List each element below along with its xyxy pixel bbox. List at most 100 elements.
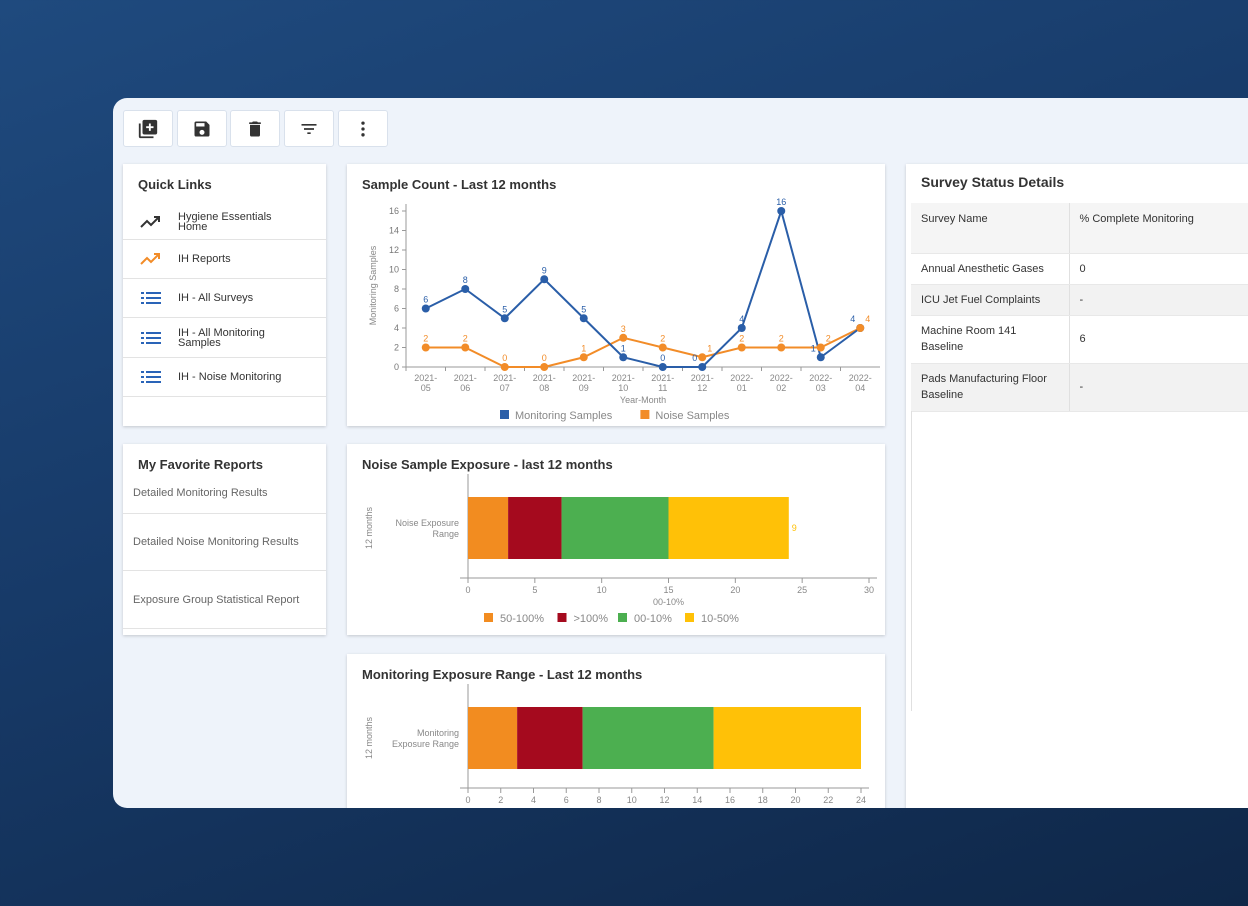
data-label: 0 — [692, 353, 697, 363]
y-tick-label: 4 — [394, 323, 399, 333]
favorite-report-label: Detailed Monitoring Results — [133, 486, 268, 499]
quick-link[interactable]: IH Reports — [123, 240, 326, 279]
data-label: 2 — [423, 334, 428, 344]
table-row[interactable]: Annual Anesthetic Gases 0 — [911, 253, 1248, 285]
table-row[interactable]: Machine Room 141 Baseline 6 — [911, 315, 1248, 364]
bar-segment — [517, 707, 583, 769]
more-button[interactable] — [338, 110, 388, 147]
x-tick-label: 24 — [856, 795, 866, 805]
category-label: Noise Exposure — [395, 518, 459, 528]
favorite-report-link[interactable]: Detailed Monitoring Results — [123, 472, 326, 514]
bar-segment — [713, 707, 861, 769]
bar-segment — [468, 707, 518, 769]
data-point — [816, 353, 825, 362]
column-header-survey-name[interactable]: Survey Name — [911, 203, 1070, 254]
x-tick-label: 2022- — [770, 373, 793, 383]
data-point — [540, 275, 549, 284]
data-label: 4 — [865, 314, 870, 324]
x-tick-label: 0 — [465, 795, 470, 805]
x-tick-label: 02 — [776, 383, 786, 393]
delete-button[interactable] — [230, 110, 280, 147]
data-label: 2 — [463, 334, 468, 344]
y-axis-label: 12 months — [364, 716, 374, 759]
x-tick-label: 18 — [758, 795, 768, 805]
x-axis-label: Year-Month — [620, 395, 666, 405]
quick-link[interactable]: Hygiene Essentials Home — [123, 204, 326, 240]
favorite-report-link[interactable]: Exposure Group Statistical Report — [123, 571, 326, 629]
list-icon — [123, 291, 178, 305]
quick-link[interactable]: IH - All Monitoring Samples — [123, 318, 326, 358]
y-tick-label: 10 — [389, 265, 399, 275]
legend-swatch — [484, 613, 493, 622]
data-point — [737, 324, 746, 332]
data-label: 0 — [660, 353, 665, 363]
legend-label: 50-100% — [500, 613, 544, 625]
data-point — [461, 343, 470, 352]
data-point — [579, 314, 588, 323]
chart-title: Noise Sample Exposure - last 12 months — [362, 457, 613, 472]
x-tick-label: 2021- — [493, 373, 516, 383]
table-row[interactable]: Pads Manufacturing Floor Baseline - — [911, 363, 1248, 412]
data-point — [698, 353, 707, 362]
more-vertical-icon — [353, 119, 373, 139]
quick-link[interactable]: IH - All Surveys — [123, 279, 326, 318]
survey-name-cell: ICU Jet Fuel Complaints — [911, 284, 1070, 316]
data-label: 0 — [502, 353, 507, 363]
x-tick-label: 2022- — [849, 373, 872, 383]
data-label: 9 — [792, 523, 797, 533]
complete-monitoring-cell: - — [1069, 284, 1248, 316]
add-button[interactable] — [123, 110, 173, 147]
legend-label: 10-50% — [701, 613, 739, 625]
x-axis-label: 00-10% — [653, 597, 684, 607]
legend-swatch — [640, 410, 650, 419]
complete-monitoring-cell: 6 — [1069, 315, 1248, 364]
column-header-complete-monitoring[interactable]: % Complete Monitoring — [1069, 203, 1248, 254]
legend-swatch — [685, 613, 694, 622]
data-label: 1 — [707, 343, 712, 353]
table-row[interactable]: ICU Jet Fuel Complaints - — [911, 284, 1248, 316]
bar-segment — [668, 497, 789, 559]
favorite-report-link[interactable]: Detailed Noise Monitoring Results — [123, 514, 326, 571]
x-tick-label: 12 — [659, 795, 669, 805]
bar-segment — [508, 497, 562, 559]
monitoring-exposure-chart-card: Monitoring Exposure Range - Last 12 mont… — [347, 654, 885, 808]
survey-status-table: Survey Name % Complete Monitoring Annual… — [911, 203, 1248, 412]
bar-segment — [561, 497, 669, 559]
data-label: 16 — [776, 197, 786, 207]
complete-monitoring-cell: 0 — [1069, 253, 1248, 285]
save-button[interactable] — [177, 110, 227, 147]
x-tick-label: 2021- — [691, 373, 714, 383]
favorite-reports-title: My Favorite Reports — [138, 457, 263, 472]
noise-exposure-chart-card: Noise Sample Exposure - last 12 months 0… — [347, 444, 885, 635]
x-tick-label: 2022- — [730, 373, 753, 383]
filter-button[interactable] — [284, 110, 334, 147]
quick-link[interactable]: IH - Noise Monitoring — [123, 358, 326, 397]
data-label: 4 — [739, 314, 744, 324]
x-tick-label: 2021- — [651, 373, 674, 383]
y-axis-label: Monitoring Samples — [368, 245, 378, 325]
x-tick-label: 09 — [579, 383, 589, 393]
x-tick-label: 16 — [725, 795, 735, 805]
data-point — [421, 304, 430, 313]
data-label: 1 — [581, 343, 586, 353]
data-label: 5 — [502, 304, 507, 314]
data-point — [540, 363, 549, 371]
x-tick-label: 2021- — [612, 373, 635, 383]
quick-link-label: IH - Noise Monitoring — [178, 371, 282, 383]
x-tick-label: 01 — [737, 383, 747, 393]
y-tick-label: 16 — [389, 206, 399, 216]
data-point — [658, 363, 667, 371]
x-tick-label: 4 — [531, 795, 536, 805]
filter-icon — [299, 119, 319, 139]
quick-link-label: IH - All Surveys — [178, 292, 254, 304]
survey-name-cell: Machine Room 141 Baseline — [911, 315, 1070, 364]
trending-up-icon — [123, 252, 178, 266]
x-tick-label: 30 — [864, 585, 874, 595]
y-axis-label: 12 months — [364, 506, 374, 549]
data-label: 2 — [826, 334, 831, 344]
x-tick-label: 06 — [460, 383, 470, 393]
x-tick-label: 2022- — [809, 373, 832, 383]
add-copy-icon — [137, 118, 159, 140]
data-label: 2 — [660, 334, 665, 344]
x-tick-label: 05 — [421, 383, 431, 393]
